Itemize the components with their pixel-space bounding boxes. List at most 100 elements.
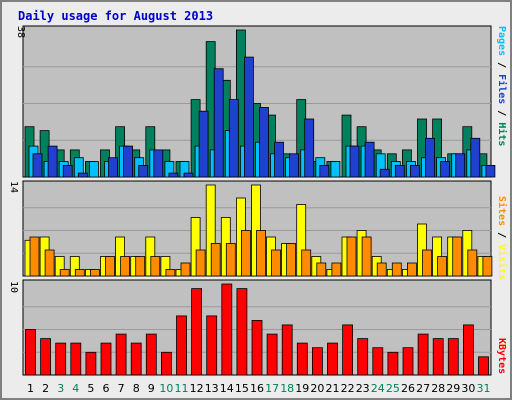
sites-bar [406, 262, 417, 277]
panel-1-bars [24, 29, 496, 178]
sites-bar [482, 256, 493, 277]
x-tick-label: 18 [280, 382, 294, 395]
pages-bar [168, 172, 179, 178]
kbytes-bar [342, 324, 354, 376]
visits-bar [69, 256, 80, 277]
pages-bar [138, 164, 149, 178]
kbytes-bar [221, 283, 233, 376]
pages-bar [228, 99, 239, 178]
sites-bar [316, 262, 327, 277]
kbytes-bar [387, 351, 399, 376]
pages-bar [485, 164, 496, 178]
sites-bar [256, 230, 266, 277]
kbytes-bar [402, 347, 414, 376]
panel-2-bars [24, 184, 493, 277]
kbytes-bar [327, 342, 338, 376]
x-tick-label: 7 [118, 382, 125, 395]
kbytes-bar [462, 324, 474, 376]
panel-2-legend-label: Sites / Visits [496, 196, 508, 280]
x-tick-label: 10 [159, 382, 173, 395]
x-tick-label: 27 [416, 382, 430, 395]
kbytes-bar [417, 333, 429, 376]
sites-bar [240, 230, 251, 277]
sites-bar [361, 236, 372, 277]
sites-bar [346, 236, 357, 277]
pages-bar [349, 145, 360, 178]
pages-bar [425, 137, 435, 178]
sites-bar [150, 256, 161, 277]
kbytes-bar [478, 356, 489, 376]
pages-bar [455, 153, 466, 178]
sites-bar [74, 269, 85, 277]
pages-bar [153, 149, 164, 178]
x-tick-label: 4 [72, 382, 79, 395]
pages-bar [379, 168, 390, 178]
kbytes-bar [191, 288, 203, 376]
kbytes-bar [25, 329, 36, 376]
x-tick-label: 3 [57, 382, 64, 395]
panel-1-legend-label: Pages / Files / Hits [496, 26, 508, 146]
sites-bar [195, 249, 206, 277]
sites-bar [165, 269, 176, 277]
pages-bar [108, 157, 118, 178]
kbytes-bar [85, 351, 97, 376]
x-tick-label: 5 [87, 382, 94, 395]
x-tick-label: 22 [341, 382, 355, 395]
pages-bar [77, 172, 88, 178]
kbytes-bar [281, 324, 293, 376]
kbytes-bar [55, 342, 67, 376]
pages-bar [183, 172, 194, 178]
x-tick-label: 14 [220, 382, 234, 395]
kbytes-bar [311, 347, 323, 376]
visits-bar [190, 217, 201, 277]
x-tick-label: 13 [205, 382, 219, 395]
x-tick-label: 23 [356, 382, 370, 395]
visits-bar [160, 256, 171, 277]
kbytes-panel: 10 KBytes [8, 279, 507, 376]
kbytes-bar [266, 333, 278, 376]
kbytes-bar [100, 342, 112, 376]
kbytes-bar [70, 342, 82, 376]
sites-bar [135, 256, 146, 277]
x-tick-label: 1 [27, 382, 34, 395]
pages-bar [440, 161, 451, 178]
x-tick-label: 9 [148, 382, 155, 395]
x-axis-labels: 1 2 3 4 5 6 7 8 9 10 11 12 13 14 15 16 17 18 19 20 21 22 23 24 2… [27, 382, 491, 395]
kbytes-bar [160, 351, 172, 376]
x-tick-label: 20 [310, 382, 324, 395]
panel-2-ymax-label: 14 [8, 181, 19, 193]
x-tick-label: 25 [386, 382, 400, 395]
visits-bar [296, 204, 307, 277]
chart-title: Daily usage for August 2013 [18, 9, 213, 23]
sites-bar [391, 262, 402, 277]
files-bar [330, 161, 341, 178]
sites-bar [467, 249, 478, 277]
sites-bar [301, 249, 312, 277]
x-tick-label: 24 [371, 382, 385, 395]
visits-bar [205, 184, 216, 277]
x-tick-label: 17 [265, 382, 279, 395]
kbytes-bar [176, 315, 187, 376]
panel-3-ymax-label: 10 [8, 281, 19, 293]
x-tick-label: 31 [477, 382, 491, 395]
kbytes-bar [145, 333, 157, 376]
panel-1-ymax-label: 38 [15, 26, 26, 38]
kbytes-bar [447, 338, 459, 376]
kbytes-bar [115, 333, 127, 376]
x-tick-label: 19 [295, 382, 309, 395]
pages-bar [319, 164, 330, 178]
sites-bar [452, 236, 463, 277]
x-tick-label: 8 [133, 382, 140, 395]
sites-bar [286, 243, 297, 277]
sites-bar [90, 269, 100, 277]
pages-bar [289, 153, 300, 178]
x-tick-label: 21 [326, 382, 340, 395]
pages-bar [394, 164, 405, 178]
sites-bar [437, 256, 448, 277]
sites-bar [29, 236, 40, 277]
sites-bar [422, 249, 432, 277]
sites-bar [59, 269, 70, 277]
kbytes-bar [372, 347, 384, 376]
sites-bar [180, 262, 191, 277]
